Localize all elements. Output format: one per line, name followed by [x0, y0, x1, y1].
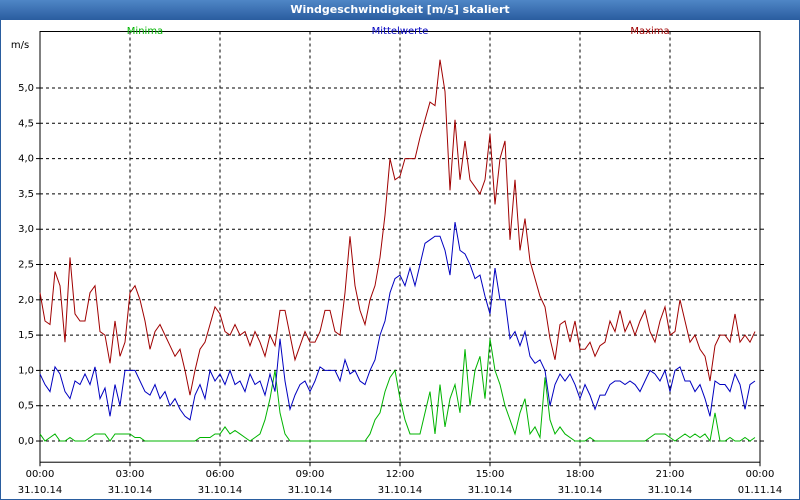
y-tick-label: 3,5 [18, 189, 34, 200]
y-tick-label: 5,0 [18, 83, 34, 94]
y-tick-label: 2,5 [18, 260, 34, 271]
y-axis-label: m/s [11, 40, 29, 51]
plot-frame [39, 31, 761, 463]
legend-entry: Maxima [630, 26, 669, 37]
x-tick-label: 03:00 31.10.14 [108, 469, 153, 496]
x-tick-label: 09:00 31.10.14 [288, 469, 333, 496]
y-tick-label: 1,0 [18, 365, 34, 376]
y-tick-label: 2,0 [18, 295, 34, 306]
series-line [39, 59, 756, 396]
x-tick-label: 18:00 31.10.14 [558, 469, 603, 496]
y-tick-label: 4,5 [18, 118, 34, 129]
plot-area [40, 31, 760, 463]
x-tick-label: 15:00 31.10.14 [468, 469, 513, 496]
x-tick-label: 00:00 31.10.14 [18, 469, 63, 496]
y-tick-label: 0,5 [18, 401, 34, 412]
y-tick-label: 3,0 [18, 224, 34, 235]
y-tick-label: 0,0 [18, 436, 34, 447]
x-tick-label: 12:00 31.10.14 [378, 469, 423, 496]
x-tick-label: 21:00 31.10.14 [648, 469, 693, 496]
legend-entry: Minima [127, 26, 163, 37]
chart-title: Windgeschwindigkeit [m/s] skaliert [290, 3, 509, 16]
x-tick-label: 00:00 01.11.14 [738, 469, 783, 496]
series-line [39, 222, 756, 421]
legend-entry: Mittelwerte [372, 26, 429, 37]
y-tick-label: 4,0 [18, 154, 34, 165]
title-bar [0, 0, 800, 20]
x-tick-label: 06:00 31.10.14 [198, 469, 243, 496]
series-line [39, 338, 756, 443]
y-tick-label: 1,5 [18, 330, 34, 341]
